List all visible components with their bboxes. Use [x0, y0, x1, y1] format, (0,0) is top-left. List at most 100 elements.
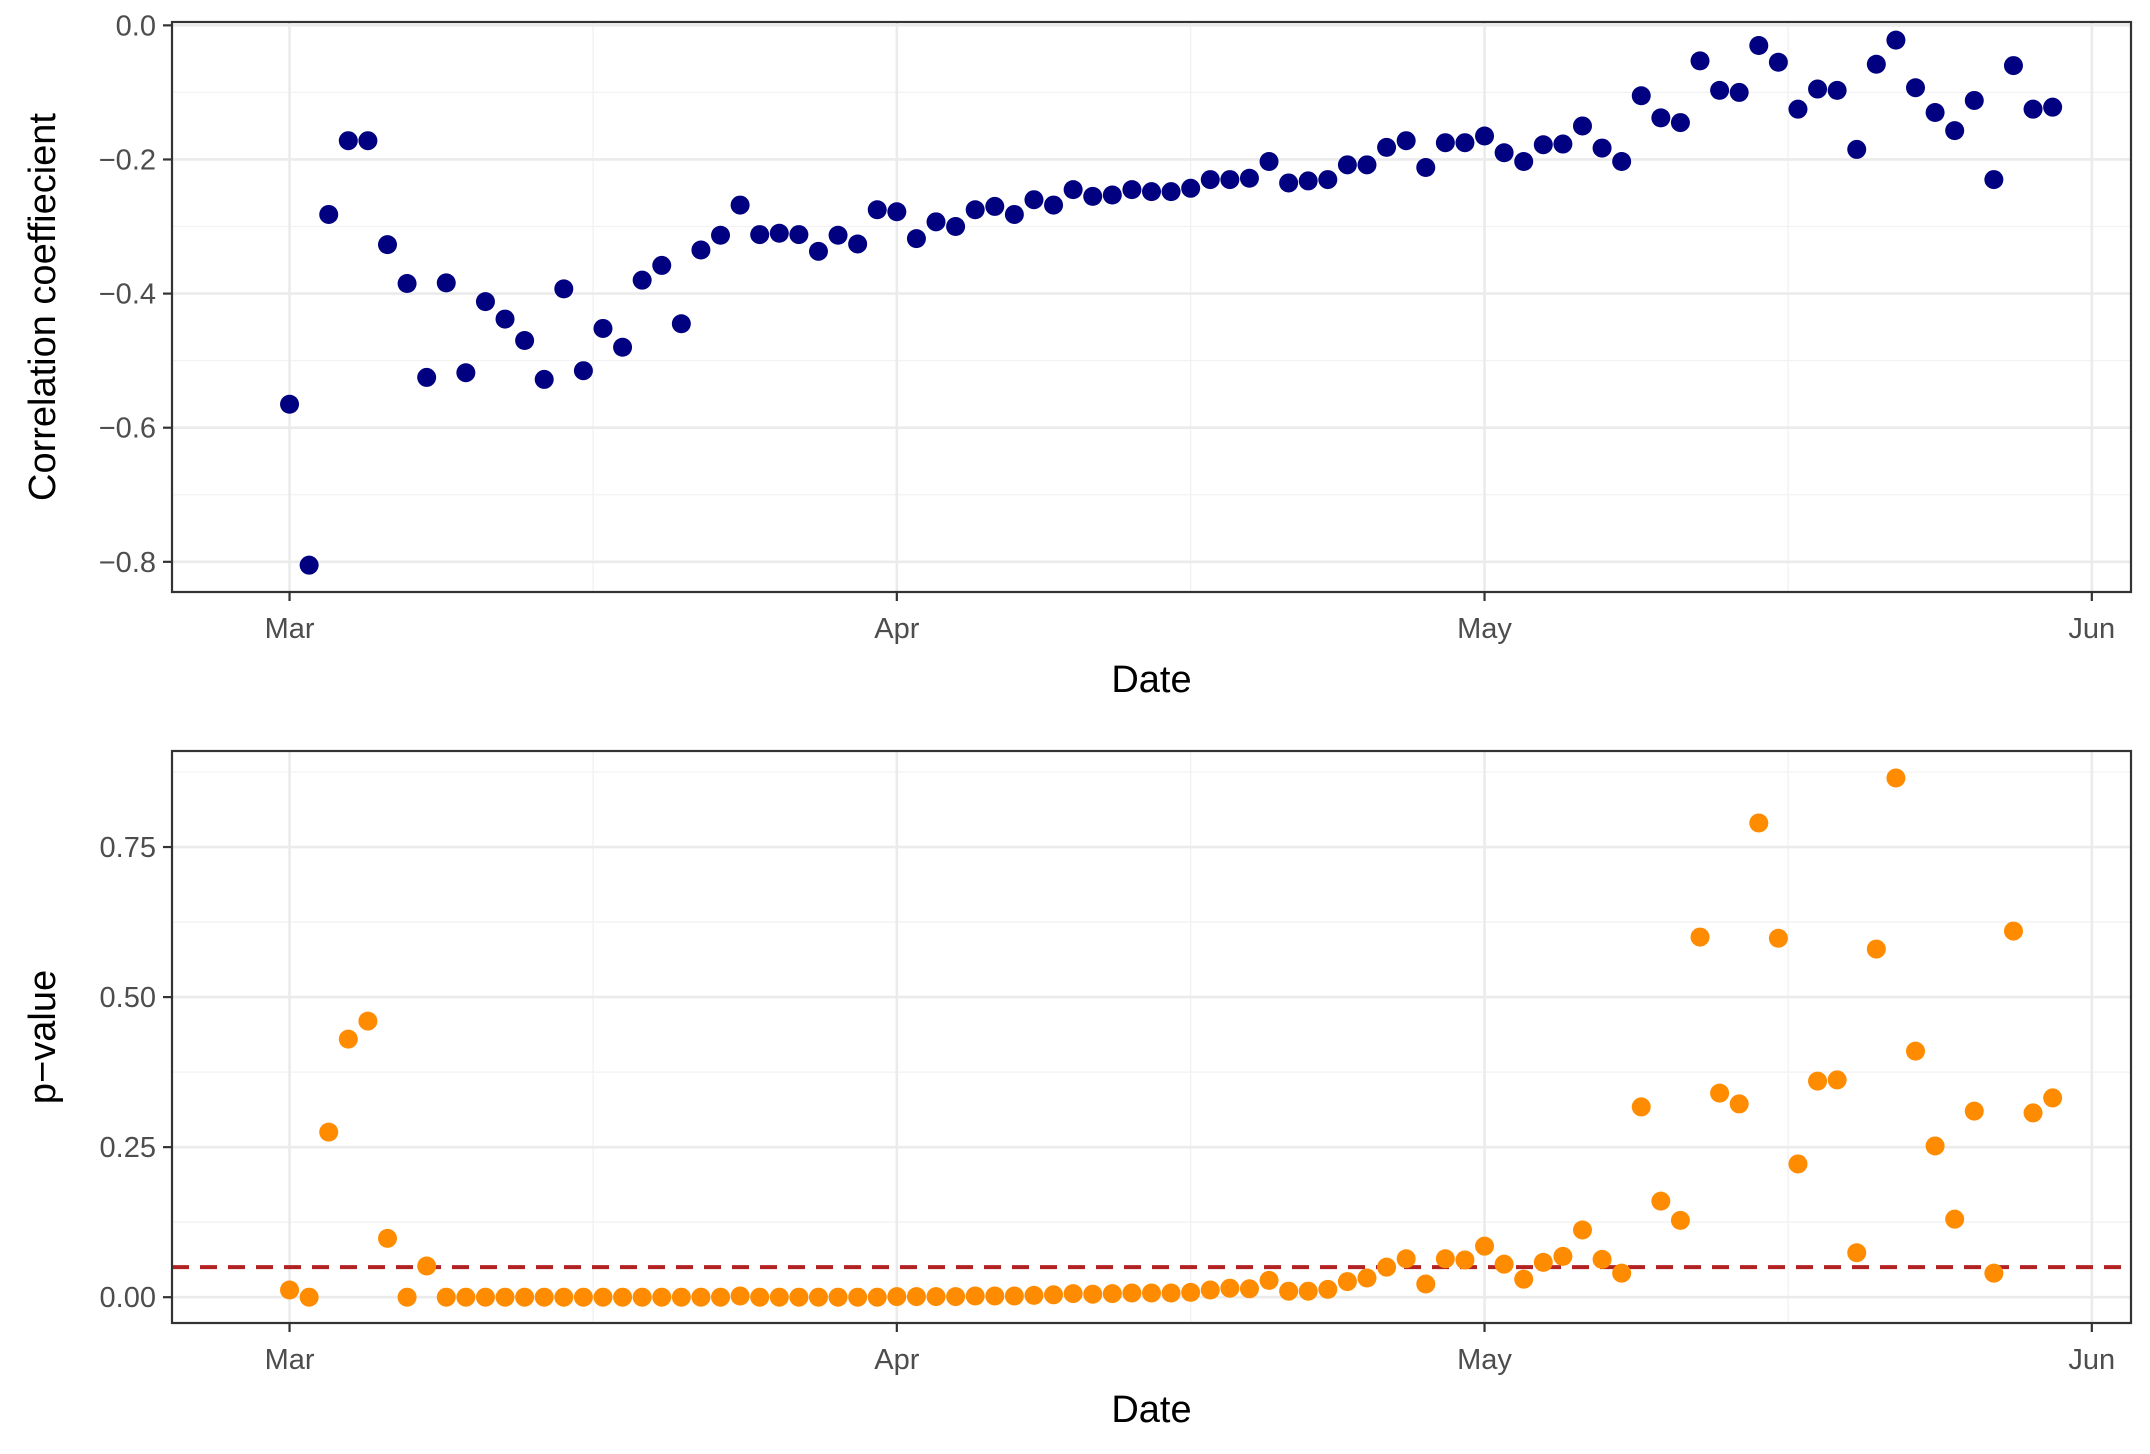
p-value-point: [417, 1256, 437, 1276]
correlation-axes: Mar Apr May Jun 0.0 −0.2 −0.4 −0.6 −0.8: [99, 10, 2115, 645]
p-value-point: [299, 1287, 319, 1307]
p-value-point: [475, 1287, 495, 1307]
correlation-point: [1906, 78, 1926, 98]
p-value-point: [926, 1287, 946, 1307]
correlation-point: [1259, 151, 1279, 171]
correlation-point: [671, 314, 691, 334]
p-value-points: [280, 768, 2063, 1307]
correlation-point: [2003, 56, 2023, 76]
p-value-point: [1768, 928, 1788, 948]
p-value-x-axis-title: Date: [1111, 1389, 1191, 1431]
p-value-point: [1553, 1246, 1573, 1266]
correlation-point: [691, 240, 711, 260]
correlation-point: [1083, 186, 1103, 206]
correlation-panel: Mar Apr May Jun 0.0 −0.2 −0.4 −0.6 −0.8 Date Cor…: [22, 10, 2133, 701]
correlation-point: [887, 202, 907, 222]
p-value-point: [1494, 1254, 1514, 1274]
correlation-point: [456, 363, 476, 383]
correlation-point: [1024, 190, 1044, 210]
x-tick-label: Apr: [874, 613, 919, 645]
p-value-point: [1161, 1283, 1181, 1303]
p-value-axes: Mar Apr May Jun 0.00 0.25 0.50 0.75: [100, 832, 2116, 1376]
p-value-gridlines: [172, 751, 2131, 1323]
p-value-point: [750, 1287, 770, 1307]
y-tick-label: 0.0: [116, 10, 156, 42]
correlation-point: [1279, 173, 1299, 193]
y-tick-label: −0.2: [99, 144, 156, 176]
p-value-point: [1847, 1243, 1867, 1263]
x-tick-label: May: [1457, 1344, 1512, 1376]
p-value-point: [1945, 1209, 1965, 1229]
p-value-point: [1729, 1094, 1749, 1114]
p-value-point: [2043, 1088, 2063, 1108]
correlation-point: [1592, 138, 1612, 158]
x-tick-label: Apr: [874, 1344, 919, 1376]
p-value-point: [1259, 1270, 1279, 1290]
p-value-point: [1298, 1281, 1318, 1301]
p-value-point: [1866, 939, 1886, 959]
correlation-point: [1475, 126, 1495, 146]
correlation-point: [1318, 170, 1338, 190]
correlation-point: [1494, 143, 1514, 163]
p-value-point: [691, 1287, 711, 1307]
p-value-point: [887, 1287, 907, 1307]
y-tick-label: −0.8: [99, 547, 156, 579]
p-value-point: [1239, 1279, 1259, 1299]
correlation-point: [985, 196, 1005, 216]
p-value-point: [1004, 1286, 1024, 1306]
correlation-point: [1749, 35, 1769, 55]
correlation-point: [1553, 134, 1573, 154]
correlation-point: [1181, 178, 1201, 198]
y-tick-label: −0.6: [99, 413, 156, 445]
correlation-point: [1827, 80, 1847, 100]
correlation-point: [280, 394, 300, 414]
p-value-point: [789, 1287, 809, 1307]
correlation-point: [808, 241, 828, 261]
correlation-point: [750, 225, 770, 245]
y-tick-label: 0.25: [100, 1132, 156, 1164]
p-value-point: [1710, 1083, 1730, 1103]
p-value-point: [1964, 1101, 1984, 1121]
p-value-point: [1572, 1220, 1592, 1240]
correlation-point: [632, 270, 652, 290]
correlation-point: [358, 131, 378, 151]
p-value-point: [946, 1287, 966, 1307]
correlation-point: [652, 255, 672, 275]
correlation-point: [828, 225, 848, 245]
correlation-point: [867, 200, 887, 220]
p-value-point: [1651, 1191, 1671, 1211]
correlation-point: [1004, 204, 1024, 224]
correlation-point: [1102, 185, 1122, 205]
p-value-point: [1514, 1269, 1534, 1289]
correlation-point: [515, 331, 535, 351]
correlation-point: [906, 229, 926, 249]
p-value-point: [906, 1287, 926, 1307]
correlation-point: [1631, 86, 1651, 106]
p-value-point: [613, 1287, 633, 1307]
p-value-point: [1749, 813, 1769, 833]
p-value-point: [436, 1287, 456, 1307]
p-value-point: [1083, 1284, 1103, 1304]
correlation-point: [1337, 155, 1357, 175]
p-value-point: [1808, 1071, 1828, 1091]
p-value-point: [573, 1287, 593, 1307]
p-value-point: [730, 1286, 750, 1306]
p-value-panel-border: [170, 749, 2133, 1325]
correlation-gridlines: [172, 22, 2131, 592]
p-value-point: [1220, 1278, 1240, 1298]
correlation-point: [711, 225, 731, 245]
p-value-point: [397, 1287, 417, 1307]
correlation-point: [1945, 121, 1965, 141]
x-tick-label: Jun: [2068, 613, 2115, 645]
correlation-point: [593, 318, 613, 338]
p-value-point: [1063, 1284, 1083, 1304]
correlation-point: [1063, 180, 1083, 200]
correlation-point: [2043, 97, 2063, 117]
p-value-point: [358, 1011, 378, 1031]
p-value-point: [671, 1287, 691, 1307]
p-value-point: [867, 1287, 887, 1307]
correlation-point: [1651, 108, 1671, 128]
p-value-panel: Mar Apr May Jun 0.00 0.25 0.50 0.75 Date p−valu…: [22, 749, 2133, 1431]
y-tick-label: −0.4: [99, 279, 156, 311]
